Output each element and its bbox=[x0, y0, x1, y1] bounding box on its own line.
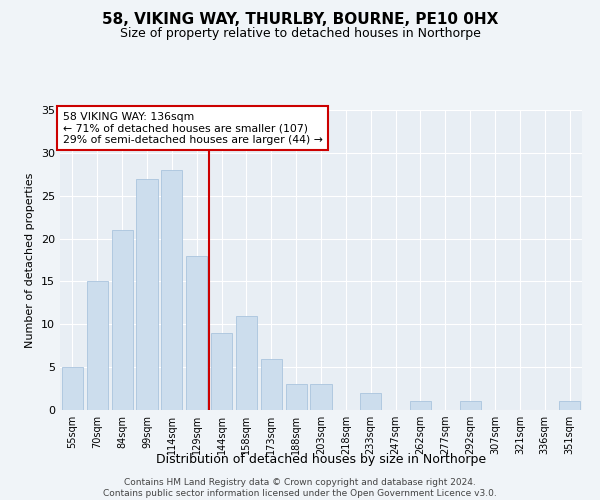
Bar bbox=[186, 256, 207, 410]
Text: Distribution of detached houses by size in Northorpe: Distribution of detached houses by size … bbox=[156, 452, 486, 466]
Bar bbox=[460, 402, 481, 410]
Bar bbox=[261, 358, 282, 410]
Y-axis label: Number of detached properties: Number of detached properties bbox=[25, 172, 35, 348]
Text: Size of property relative to detached houses in Northorpe: Size of property relative to detached ho… bbox=[119, 28, 481, 40]
Bar bbox=[286, 384, 307, 410]
Bar bbox=[87, 282, 108, 410]
Bar bbox=[62, 367, 83, 410]
Text: 58, VIKING WAY, THURLBY, BOURNE, PE10 0HX: 58, VIKING WAY, THURLBY, BOURNE, PE10 0H… bbox=[102, 12, 498, 28]
Bar bbox=[410, 402, 431, 410]
Text: Contains HM Land Registry data © Crown copyright and database right 2024.
Contai: Contains HM Land Registry data © Crown c… bbox=[103, 478, 497, 498]
Bar bbox=[136, 178, 158, 410]
Bar bbox=[310, 384, 332, 410]
Bar bbox=[112, 230, 133, 410]
Text: 58 VIKING WAY: 136sqm
← 71% of detached houses are smaller (107)
29% of semi-det: 58 VIKING WAY: 136sqm ← 71% of detached … bbox=[62, 112, 322, 144]
Bar bbox=[360, 393, 381, 410]
Bar bbox=[236, 316, 257, 410]
Bar bbox=[211, 333, 232, 410]
Bar bbox=[161, 170, 182, 410]
Bar bbox=[559, 402, 580, 410]
